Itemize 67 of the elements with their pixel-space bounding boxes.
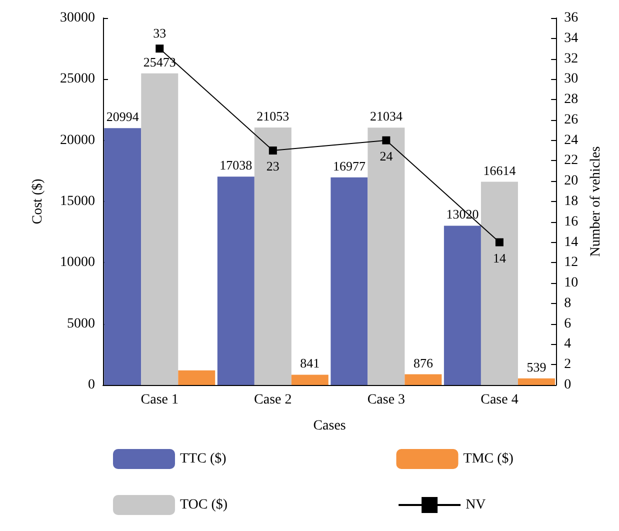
data-label: 539 [526, 359, 546, 374]
y2-tick-label: 30 [564, 72, 578, 87]
data-label: 17038 [220, 158, 252, 173]
bar [141, 73, 178, 385]
legend-label: TTC ($) [180, 452, 227, 466]
x-axis-title: Cases [313, 418, 346, 434]
data-label: 20994 [106, 109, 140, 124]
data-label: 16977 [332, 158, 366, 174]
legend-label: NV [466, 498, 486, 512]
point [382, 136, 390, 144]
bar [291, 374, 328, 385]
y2-tick-label: 4 [564, 336, 572, 352]
y2-tick-label: 6 [564, 316, 572, 332]
y2-tick-label: 24 [564, 132, 578, 148]
bar [178, 370, 216, 385]
y2-tick-label: 16 [564, 214, 578, 230]
data-label: 21034 [370, 108, 403, 124]
data-label: 24 [380, 148, 394, 164]
y2-tick-label: 8 [564, 296, 572, 311]
legend-label: TOC ($) [180, 498, 228, 512]
y-tick-label: 25000 [60, 72, 95, 87]
y2-tick-label: 32 [564, 51, 578, 66]
x-tick-label: Case 1 [140, 392, 178, 408]
y-tick-label: 20000 [60, 132, 95, 148]
data-label: 25473 [143, 54, 176, 70]
bar [254, 127, 292, 385]
y-tick-label: 30000 [60, 10, 95, 26]
data-label: 23 [266, 158, 280, 174]
y2-tick-label: 0 [564, 378, 572, 392]
data-label: 14 [492, 250, 506, 266]
y2-tick-label: 36 [564, 10, 578, 26]
point [156, 44, 164, 53]
legend-label: TMC ($) [463, 452, 514, 466]
y-axis-title: Cost ($) [30, 178, 46, 224]
x-tick-label: Case 3 [367, 392, 406, 408]
data-label: 16614 [483, 162, 516, 178]
bar [368, 128, 405, 385]
bar [104, 128, 142, 385]
x-tick-label: Case 4 [480, 392, 518, 408]
y2-tick-label: 12 [564, 255, 578, 270]
data-label: 841 [300, 356, 320, 371]
data-label: 33 [153, 26, 166, 41]
data-label: 21053 [256, 108, 290, 124]
y2-tick-label: 20 [564, 174, 578, 189]
y2-tick-label: 18 [564, 194, 578, 209]
y2-tick-label: 26 [564, 112, 578, 128]
y2-tick-label: 14 [564, 234, 578, 250]
y-tick-label: 10000 [60, 255, 95, 270]
x-tick-label: Case 2 [254, 392, 292, 408]
y-tick-label: 0 [88, 378, 95, 392]
point [268, 146, 277, 155]
y2-tick-label: 34 [564, 30, 578, 46]
data-label: 876 [413, 355, 434, 370]
y2-axis-title: Number of vehicles [588, 146, 604, 257]
y-tick-label: 15000 [60, 194, 95, 209]
bar [480, 182, 518, 385]
y2-tick-label: 28 [564, 92, 578, 108]
bar [404, 374, 442, 385]
point [495, 238, 504, 246]
bar [444, 226, 481, 385]
bar [330, 177, 368, 385]
y2-tick-label: 2 [564, 357, 572, 372]
y-tick-label: 5000 [67, 316, 95, 332]
y2-tick-label: 22 [564, 153, 578, 168]
bar [518, 378, 555, 385]
y2-tick-label: 10 [564, 276, 578, 291]
bar [217, 176, 254, 385]
